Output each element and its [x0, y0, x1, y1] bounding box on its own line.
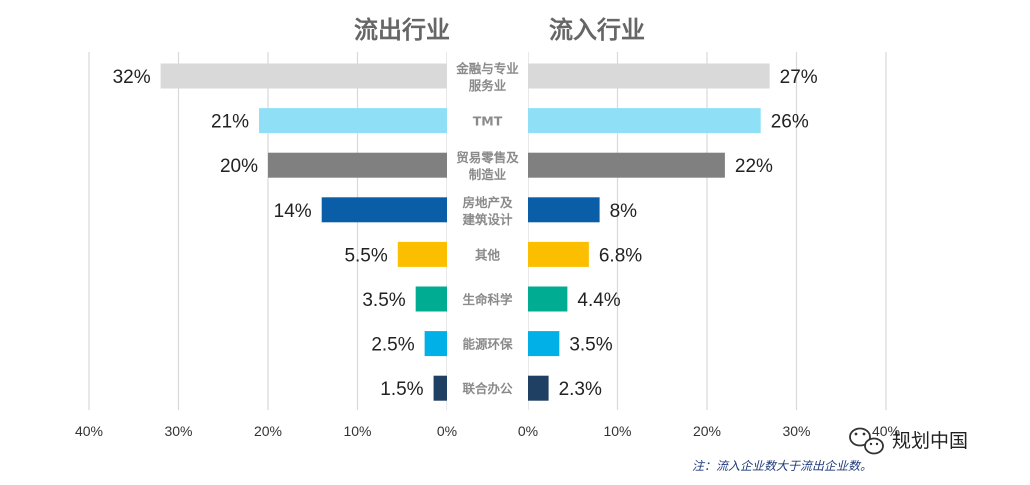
x-tick-label-left: 10% — [343, 423, 371, 439]
labels: 40% 30% 20% 10% 0% 0% 10% 20% 30% 40% 32% 27% 金融与专业服… — [75, 61, 900, 439]
value-label-outflow: 21% — [211, 112, 249, 133]
value-label-inflow: 6.8% — [599, 245, 642, 266]
x-tick-label-right: 0% — [518, 423, 538, 439]
bar-inflow — [528, 197, 600, 223]
bar-outflow — [415, 286, 447, 312]
value-label-outflow: 14% — [274, 201, 312, 222]
category-label: 联合办公 — [462, 381, 513, 396]
x-tick-label-left: 20% — [254, 423, 282, 439]
category-label: 金融与专业 — [455, 61, 519, 76]
footnote: 注：流入企业数大于流出企业数。 — [692, 459, 872, 473]
value-label-outflow: 1.5% — [380, 379, 423, 400]
value-label-outflow: 20% — [220, 156, 258, 177]
bars — [160, 63, 770, 401]
value-label-inflow: 2.3% — [559, 379, 602, 400]
bar-outflow — [397, 241, 447, 267]
bar-inflow — [528, 375, 549, 401]
x-tick-label-left: 30% — [164, 423, 192, 439]
value-label-inflow: 8% — [610, 201, 638, 222]
bar-inflow — [528, 241, 589, 267]
x-tick-label-right: 40% — [872, 423, 900, 439]
watermark: 规划中国 — [849, 427, 968, 455]
category-label: 建筑设计 — [462, 212, 513, 227]
x-tick-label-right: 10% — [603, 423, 631, 439]
x-tick-label-right: 30% — [782, 423, 810, 439]
category-label: 贸易零售及 — [456, 150, 519, 165]
bar-inflow — [528, 152, 725, 178]
category-label: 能源环保 — [462, 337, 513, 352]
category-label: TMT — [473, 114, 503, 129]
value-label-outflow: 5.5% — [344, 245, 387, 266]
value-label-inflow: 22% — [735, 156, 773, 177]
category-label: 生命科学 — [462, 292, 513, 307]
value-label-outflow: 32% — [113, 67, 151, 88]
x-tick-label-left: 40% — [75, 423, 103, 439]
value-label-outflow: 3.5% — [362, 290, 405, 311]
bar-outflow — [321, 197, 447, 223]
bar-inflow — [528, 286, 568, 312]
bar-outflow — [160, 63, 447, 89]
value-label-outflow: 2.5% — [371, 335, 414, 356]
bar-inflow — [528, 108, 761, 134]
right-title: 流入行业 — [549, 16, 645, 44]
category-label: 房地产及 — [462, 195, 513, 210]
gridlines — [88, 52, 887, 410]
wechat-icon — [849, 427, 884, 455]
bar-inflow — [528, 331, 560, 357]
x-tick-label-left: 0% — [437, 423, 457, 439]
left-title: 流出行业 — [354, 16, 450, 44]
bar-inflow — [528, 63, 770, 89]
bar-outflow — [259, 108, 447, 134]
center-band — [447, 52, 528, 410]
value-label-inflow: 4.4% — [577, 290, 620, 311]
category-label: 服务业 — [469, 78, 507, 93]
value-label-inflow: 3.5% — [569, 335, 612, 356]
x-tick-label-right: 20% — [693, 423, 721, 439]
bar-outflow — [433, 375, 447, 401]
value-label-inflow: 27% — [780, 67, 818, 88]
bar-outflow — [268, 152, 447, 178]
category-label: 制造业 — [469, 167, 507, 182]
bar-outflow — [424, 331, 447, 357]
category-label: 其他 — [475, 247, 501, 262]
value-label-inflow: 26% — [771, 112, 809, 133]
watermark-text: 规划中国 — [892, 430, 968, 452]
